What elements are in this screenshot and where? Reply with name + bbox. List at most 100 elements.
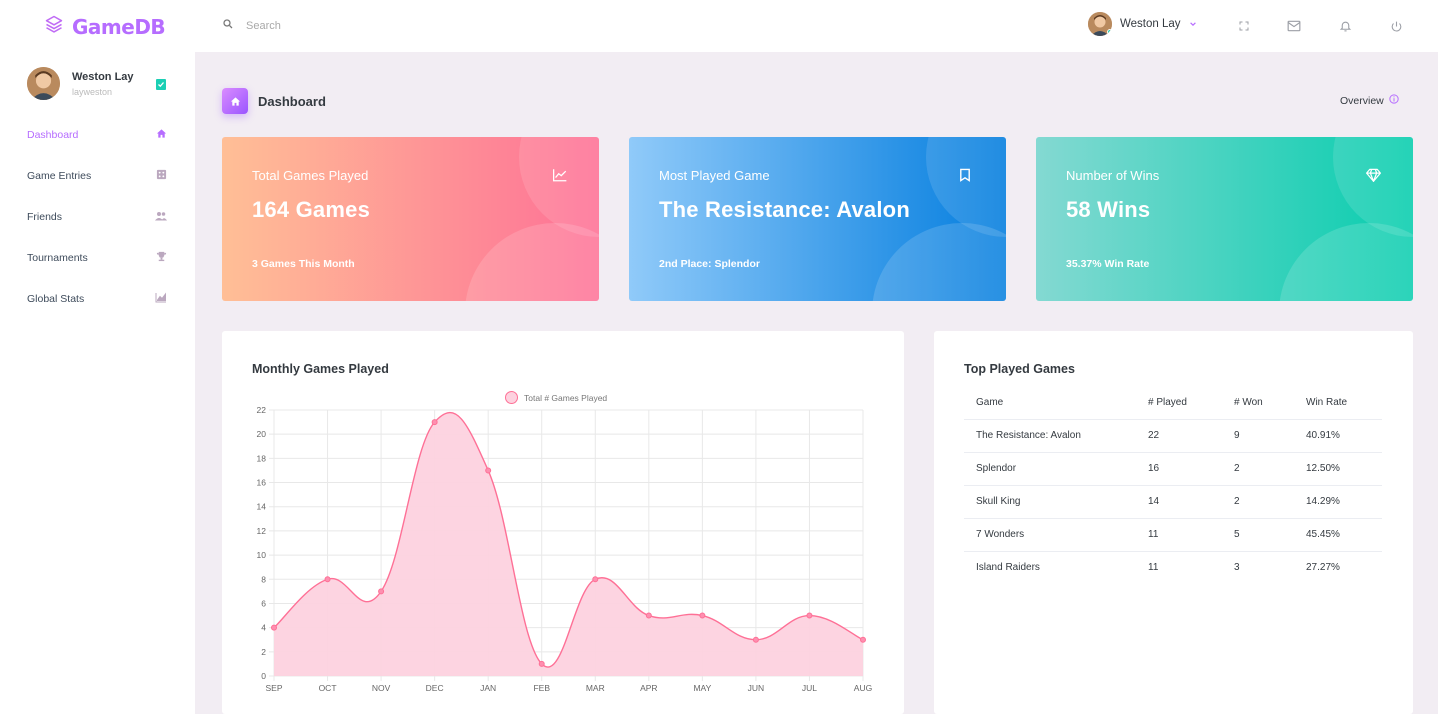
data-point[interactable]: [806, 612, 813, 619]
brand-logo[interactable]: GameDB: [44, 14, 166, 39]
y-tick-label: 18: [257, 453, 267, 463]
y-tick-label: 22: [257, 405, 267, 415]
table-header-row: Game # Played # Won Win Rate: [964, 386, 1382, 420]
legend-label[interactable]: Total # Games Played: [524, 393, 607, 403]
cell-game: The Resistance: Avalon: [964, 419, 1136, 453]
fullscreen-icon[interactable]: [1235, 17, 1253, 35]
chevron-down-icon: [1189, 15, 1197, 33]
home-icon: [222, 88, 248, 114]
stat-subtext: 2nd Place: Splendor: [659, 258, 760, 270]
sidebar-item-global-stats[interactable]: Global Stats: [27, 289, 167, 309]
search-input[interactable]: [246, 20, 446, 32]
monthly-games-chart: SEP OCT NOV DEC JAN FEB MAR APR MAY JUN JUL AUG 0 2 4…: [257, 391, 872, 693]
sidebar-item-label: Game Entries: [27, 170, 92, 182]
sidebar-item-label: Dashboard: [27, 129, 79, 141]
top-games-table: Game # Played # Won Win Rate The Resista…: [964, 386, 1382, 584]
cell-game: Splendor: [964, 452, 1136, 486]
table-row: Island Raiders 11 3 27.27%: [964, 551, 1382, 584]
data-point[interactable]: [538, 660, 545, 667]
sidebar-item-game-entries[interactable]: Game Entries: [27, 166, 167, 186]
cell-played: 11: [1136, 518, 1222, 552]
chart-area-icon: [155, 292, 167, 306]
x-tick-label: NOV: [372, 683, 391, 693]
x-tick-label: DEC: [426, 683, 444, 693]
data-point[interactable]: [645, 612, 652, 619]
x-tick-label: AUG: [854, 683, 872, 693]
decorative-circle: [872, 223, 1006, 301]
sidebar-item-tournaments[interactable]: Tournaments: [27, 248, 167, 268]
y-tick-label: 8: [261, 574, 266, 584]
cell-won: 3: [1234, 562, 1240, 574]
series-area-fill: [274, 412, 863, 676]
x-tick-label: JUL: [802, 683, 817, 693]
data-point[interactable]: [431, 419, 438, 426]
data-point[interactable]: [324, 576, 331, 583]
bell-icon[interactable]: [1336, 17, 1354, 35]
x-tick-label: MAR: [586, 683, 605, 693]
cell-win-rate: 45.45%: [1294, 518, 1382, 552]
online-status-dot: [1107, 29, 1112, 35]
cell-played: 14: [1136, 485, 1222, 519]
top-navbar: GameDB Weston Lay: [0, 0, 1438, 52]
cell-game: 7 Wonders: [964, 518, 1136, 552]
stat-card-total-games: Total Games Played 164 Games 3 Games Thi…: [222, 137, 599, 301]
stat-value: The Resistance: Avalon: [659, 197, 910, 222]
data-point[interactable]: [378, 588, 385, 595]
sidebar-item-friends[interactable]: Friends: [27, 207, 167, 227]
sidebar: Weston Lay layweston Dashboard Game Entr…: [0, 52, 195, 714]
data-point[interactable]: [592, 576, 599, 583]
y-tick-label: 0: [261, 671, 266, 681]
table-row: The Resistance: Avalon 22 9 40.91%: [964, 419, 1382, 453]
stat-card-wins: Number of Wins 58 Wins 35.37% Win Rate: [1036, 137, 1413, 301]
cell-won: 2: [1222, 452, 1294, 486]
top-games-panel: Top Played Games Game # Played # Won Win…: [934, 331, 1413, 714]
y-tick-label: 2: [261, 647, 266, 657]
mail-icon[interactable]: [1285, 17, 1303, 35]
cell-played: 16: [1136, 452, 1222, 486]
cell-win-rate: 12.50%: [1294, 452, 1382, 486]
user-name: Weston Lay: [1120, 18, 1181, 30]
brand-name: GameDB: [72, 14, 166, 39]
page-header: Dashboard: [222, 88, 326, 114]
cell-won: 2: [1222, 485, 1294, 519]
profile-name: Weston Lay: [72, 71, 134, 83]
panel-title: Monthly Games Played: [252, 362, 389, 376]
dice-icon: [156, 169, 167, 183]
cell-played: 11: [1148, 562, 1159, 574]
stat-card-most-played: Most Played Game The Resistance: Avalon …: [629, 137, 1006, 301]
table-row: 7 Wonders 11 5 45.45%: [964, 518, 1382, 552]
user-menu[interactable]: Weston Lay: [1088, 12, 1197, 36]
column-header-game: Game: [964, 386, 1136, 420]
overview-link[interactable]: Overview: [1340, 94, 1399, 107]
trophy-icon: [156, 251, 167, 265]
sidebar-profile[interactable]: Weston Lay layweston: [27, 67, 177, 103]
y-tick-label: 12: [257, 526, 267, 536]
y-tick-label: 4: [261, 623, 266, 633]
stat-label: Total Games Played: [252, 168, 369, 183]
search-bar: [222, 17, 446, 35]
cell-win-rate: 27.27%: [1306, 562, 1340, 574]
stat-label: Most Played Game: [659, 168, 770, 183]
info-circle-icon: [1389, 94, 1399, 107]
stat-value: 164 Games: [252, 197, 370, 222]
sidebar-item-dashboard[interactable]: Dashboard: [27, 125, 167, 145]
sidebar-item-label: Global Stats: [27, 293, 85, 305]
decorative-circle: [519, 137, 599, 237]
avatar: [1088, 12, 1112, 36]
data-point[interactable]: [860, 636, 866, 643]
data-point[interactable]: [699, 612, 706, 619]
cell-won: 9: [1222, 419, 1294, 453]
x-tick-label: JUN: [748, 683, 765, 693]
data-point[interactable]: [485, 467, 492, 474]
x-tick-label: FEB: [533, 683, 550, 693]
verified-bookmark-icon: [156, 77, 166, 95]
sidebar-item-label: Tournaments: [27, 252, 88, 264]
y-tick-label: 10: [257, 550, 267, 560]
y-tick-label: 16: [257, 478, 267, 488]
data-point[interactable]: [752, 636, 759, 643]
legend-swatch[interactable]: [505, 391, 518, 404]
power-icon[interactable]: [1387, 17, 1405, 35]
x-tick-label: OCT: [319, 683, 337, 693]
cell-win-rate: 40.91%: [1294, 419, 1382, 453]
data-point[interactable]: [271, 624, 277, 631]
